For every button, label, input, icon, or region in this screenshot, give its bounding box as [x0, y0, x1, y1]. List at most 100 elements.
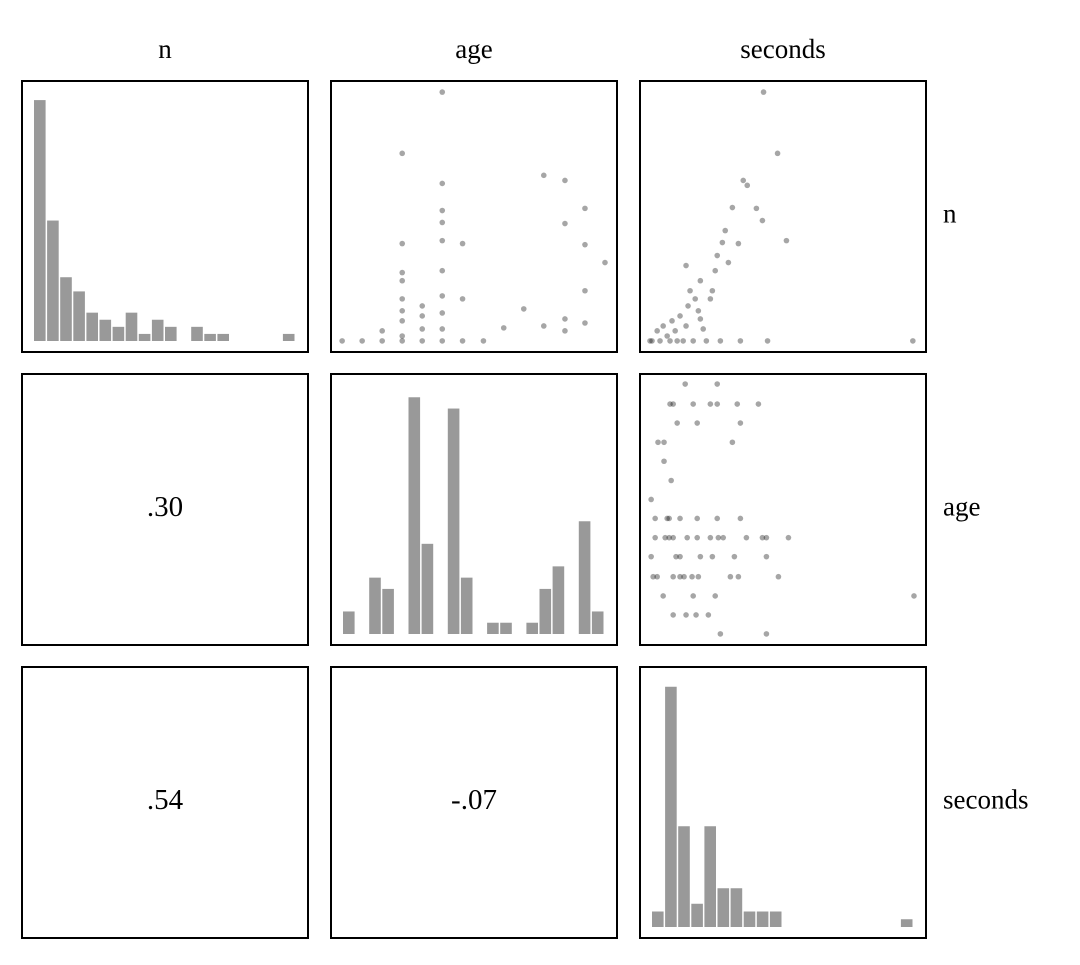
scatter-point [783, 237, 790, 244]
row-label: age [943, 492, 980, 522]
scatter-point [399, 308, 406, 314]
scatter-point [648, 496, 654, 503]
scatter-point [439, 89, 446, 95]
scatter-point [399, 240, 406, 247]
scatter-point [690, 338, 696, 344]
histogram-bar [343, 611, 355, 634]
correlation-label: .54 [147, 784, 184, 816]
scatter-point [753, 205, 760, 212]
histogram-bar [217, 333, 229, 341]
scatter-point [707, 296, 714, 302]
scatter-point [683, 323, 689, 329]
panel-frame [21, 373, 309, 646]
scatter-point [399, 333, 406, 339]
scatter-point [774, 150, 781, 157]
scatter-point [714, 515, 721, 522]
scatter-point [673, 553, 679, 560]
scatter-point [743, 534, 750, 541]
scatter-point [672, 328, 678, 334]
scatter-point [744, 182, 751, 189]
scatter-point [703, 338, 710, 344]
scatter-point [729, 439, 736, 446]
scatter-point [755, 401, 762, 407]
histogram-bar [487, 622, 499, 634]
scatter-point [687, 287, 693, 294]
scatter-point [734, 401, 741, 407]
panel-frame [639, 373, 927, 646]
scatter-point [735, 573, 742, 580]
histogram-bar [578, 521, 591, 634]
scatter-point [562, 316, 568, 322]
scatter-point [720, 534, 727, 541]
scatter-point [735, 240, 742, 247]
scatter-point [674, 338, 680, 344]
scatter-point [712, 593, 719, 599]
scatter-point [582, 241, 588, 248]
scatter-point [662, 534, 668, 541]
scatter-point [911, 593, 917, 599]
scatter-point [661, 458, 667, 465]
scatter-point [737, 420, 744, 426]
scatter-point [737, 515, 744, 522]
histogram-bar [743, 911, 756, 927]
scatter-point [727, 573, 734, 580]
scatter-point [690, 401, 696, 407]
scatter-point [399, 150, 406, 157]
scatter-point [500, 325, 507, 331]
scatter-point [520, 306, 527, 312]
histogram-bar [678, 826, 690, 927]
scatter-point [689, 573, 695, 580]
scatter-point [694, 534, 700, 541]
scatter-point [731, 553, 738, 560]
scatter-point [677, 553, 683, 560]
scatter-point [697, 316, 704, 322]
scatter-point [763, 553, 770, 560]
scatter-point [717, 338, 724, 344]
scatter-point [439, 326, 446, 332]
scatter-point [439, 310, 446, 316]
scatter-point [399, 277, 406, 284]
histogram-bar [408, 397, 421, 634]
scatter-point [694, 515, 700, 522]
scatter-point [695, 308, 702, 314]
scatter-point [722, 227, 729, 234]
scatter-point [562, 220, 568, 227]
histogram-bar [900, 919, 913, 927]
scatter-point [677, 573, 683, 580]
histogram-bar [382, 588, 394, 634]
scatter-point [379, 338, 385, 344]
scatter-point [480, 338, 487, 344]
histogram-bar [138, 333, 151, 341]
scatter-point [439, 267, 446, 274]
scatter-point [697, 553, 704, 560]
scatter-point [764, 338, 771, 344]
histogram-bar [282, 333, 295, 341]
scatter-point [666, 515, 672, 522]
scatter-point [775, 573, 782, 580]
scatter-point [399, 318, 406, 324]
scatter-point [379, 328, 385, 334]
scatter-point [700, 326, 707, 332]
scatter-point [655, 439, 661, 446]
scatter-point [602, 259, 608, 266]
panel-frame [330, 666, 618, 939]
panel-frame [330, 80, 618, 353]
scatter-point [677, 313, 683, 319]
scatter-point [419, 303, 426, 309]
scatter-point [419, 326, 426, 332]
scatter-point [692, 296, 698, 302]
scatter-point [670, 401, 676, 407]
scatter-point [715, 534, 722, 541]
histogram-bar [60, 277, 72, 341]
scatter-point [439, 207, 446, 214]
histogram-bar [756, 911, 769, 927]
panel-frame [639, 80, 927, 353]
histogram-bar [165, 326, 177, 341]
histogram-bar [421, 543, 434, 634]
scatter-point [760, 89, 767, 95]
scatter-point [695, 573, 702, 580]
scatter-point [763, 631, 770, 637]
scatter-point [682, 381, 688, 387]
scatter-point [693, 612, 699, 618]
